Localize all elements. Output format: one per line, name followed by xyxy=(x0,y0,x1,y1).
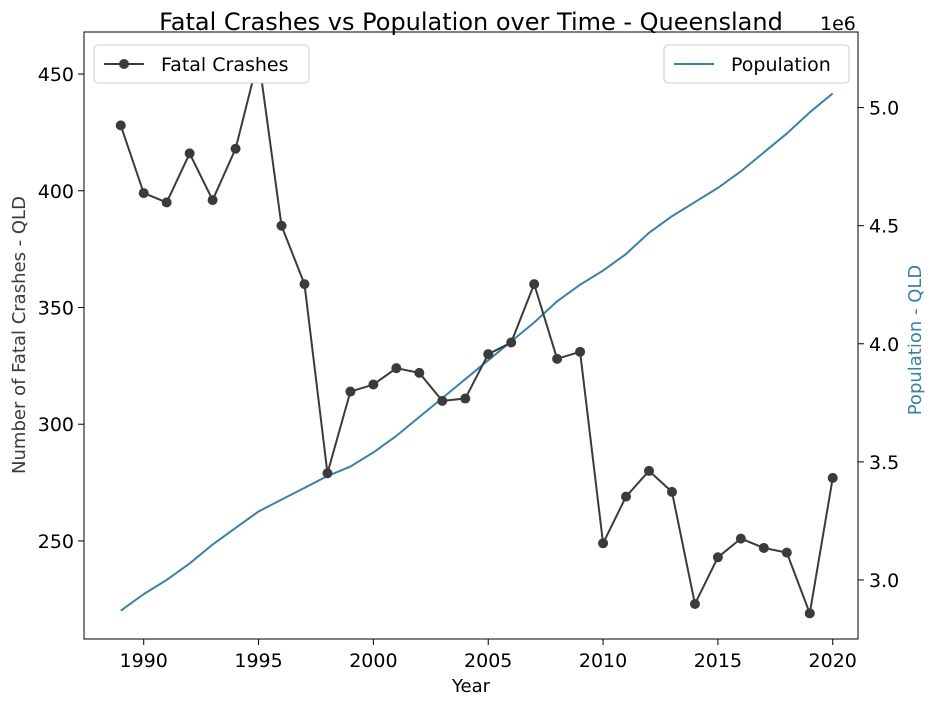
y-left-tick-label-300: 300 xyxy=(38,414,74,436)
fatal-crashes-point-1996 xyxy=(276,220,287,231)
fatal-crashes-point-2015 xyxy=(712,552,723,563)
y-left-tick-label-400: 400 xyxy=(38,181,74,203)
fatal-crashes-point-1998 xyxy=(322,468,333,479)
plot-frame xyxy=(83,31,859,640)
fatal-crashes-point-1991 xyxy=(161,197,172,208)
x-tick-label-2010: 2010 xyxy=(579,650,627,672)
y-left-tick-label-350: 350 xyxy=(38,297,74,319)
fatal-crashes-point-2009 xyxy=(575,346,586,357)
x-tick-label-2005: 2005 xyxy=(464,650,512,672)
x-tick-label-1990: 1990 xyxy=(120,650,168,672)
fatal-crashes-point-2017 xyxy=(758,542,769,553)
fatal-crashes-point-2011 xyxy=(621,491,632,502)
legend-fatal-crashes: Fatal Crashes xyxy=(93,44,310,84)
fatal-crashes-point-2004 xyxy=(460,393,471,404)
fatal-crashes-point-1999 xyxy=(345,386,356,397)
fatal-crashes-point-2008 xyxy=(552,353,563,364)
legend-population: Population xyxy=(663,44,850,84)
y-right-tick-label-3: 3.0 xyxy=(869,570,899,592)
fatal-crashes-point-2000 xyxy=(368,379,379,390)
x-tick-label-2020: 2020 xyxy=(809,650,857,672)
legend-population-box xyxy=(663,44,850,84)
right-axis-offset-label: 1e6 xyxy=(820,13,856,35)
fatal-crashes-point-2018 xyxy=(781,547,792,558)
x-tick-label-1995: 1995 xyxy=(234,650,282,672)
y-right-tick-label-4.5: 4.5 xyxy=(869,216,899,238)
x-tick-label-2015: 2015 xyxy=(694,650,742,672)
y-axis-label-right: Population - QLD xyxy=(905,265,926,416)
legend-fatal-crashes-box xyxy=(93,44,310,84)
fatal-crashes-point-2014 xyxy=(689,598,700,609)
fatal-crashes-point-2002 xyxy=(414,367,425,378)
fatal-crashes-point-1990 xyxy=(138,188,149,199)
fatal-crashes-point-2016 xyxy=(735,533,746,544)
series-fatal-crashes-line xyxy=(119,56,834,615)
legend-fatal-crashes-label: Fatal Crashes xyxy=(161,54,289,76)
fatal-crashes-point-1993 xyxy=(207,195,218,206)
fatal-crashes-point-2007 xyxy=(529,279,540,290)
fatal-crashes-point-2012 xyxy=(643,465,654,476)
y-left-tick-label-450: 450 xyxy=(38,64,74,86)
x-tick-label-2000: 2000 xyxy=(349,650,397,672)
fatal-crashes-point-1997 xyxy=(299,279,310,290)
fatal-crashes-point-1992 xyxy=(184,148,195,159)
chart-title: Fatal Crashes vs Population over Time - … xyxy=(159,8,783,36)
legend-population-label: Population xyxy=(731,54,831,76)
fatal-crashes-point-2005 xyxy=(483,349,494,360)
fatal-crashes-point-2006 xyxy=(506,337,517,348)
fatal-crashes-point-1994 xyxy=(230,143,241,154)
y-right-tick-label-5: 5.0 xyxy=(869,98,899,120)
series-population-line xyxy=(120,92,834,612)
fatal-crashes-point-2001 xyxy=(391,363,402,374)
x-axis-label: Year xyxy=(451,676,491,697)
fatal-crashes-point-2020 xyxy=(827,472,838,483)
fatal-crashes-point-2003 xyxy=(437,395,448,406)
fatal-crashes-point-2013 xyxy=(666,486,677,497)
axis-layer: 1990 1995 2000 2005 2010 2015 2020 250 300 350 400… xyxy=(38,64,899,672)
fatal-crashes-point-2010 xyxy=(598,538,609,549)
fatal-crashes-point-1989 xyxy=(115,120,126,131)
y-right-tick-label-3.5: 3.5 xyxy=(869,452,899,474)
legend-fatal-crashes-marker xyxy=(119,59,129,69)
y-right-tick-label-4: 4.0 xyxy=(869,334,899,356)
y-left-tick-label-250: 250 xyxy=(38,531,74,553)
fatal-crashes-point-2019 xyxy=(804,608,815,619)
data-layer xyxy=(115,52,838,619)
y-axis-label-left: Number of Fatal Crashes - QLD xyxy=(9,196,30,474)
